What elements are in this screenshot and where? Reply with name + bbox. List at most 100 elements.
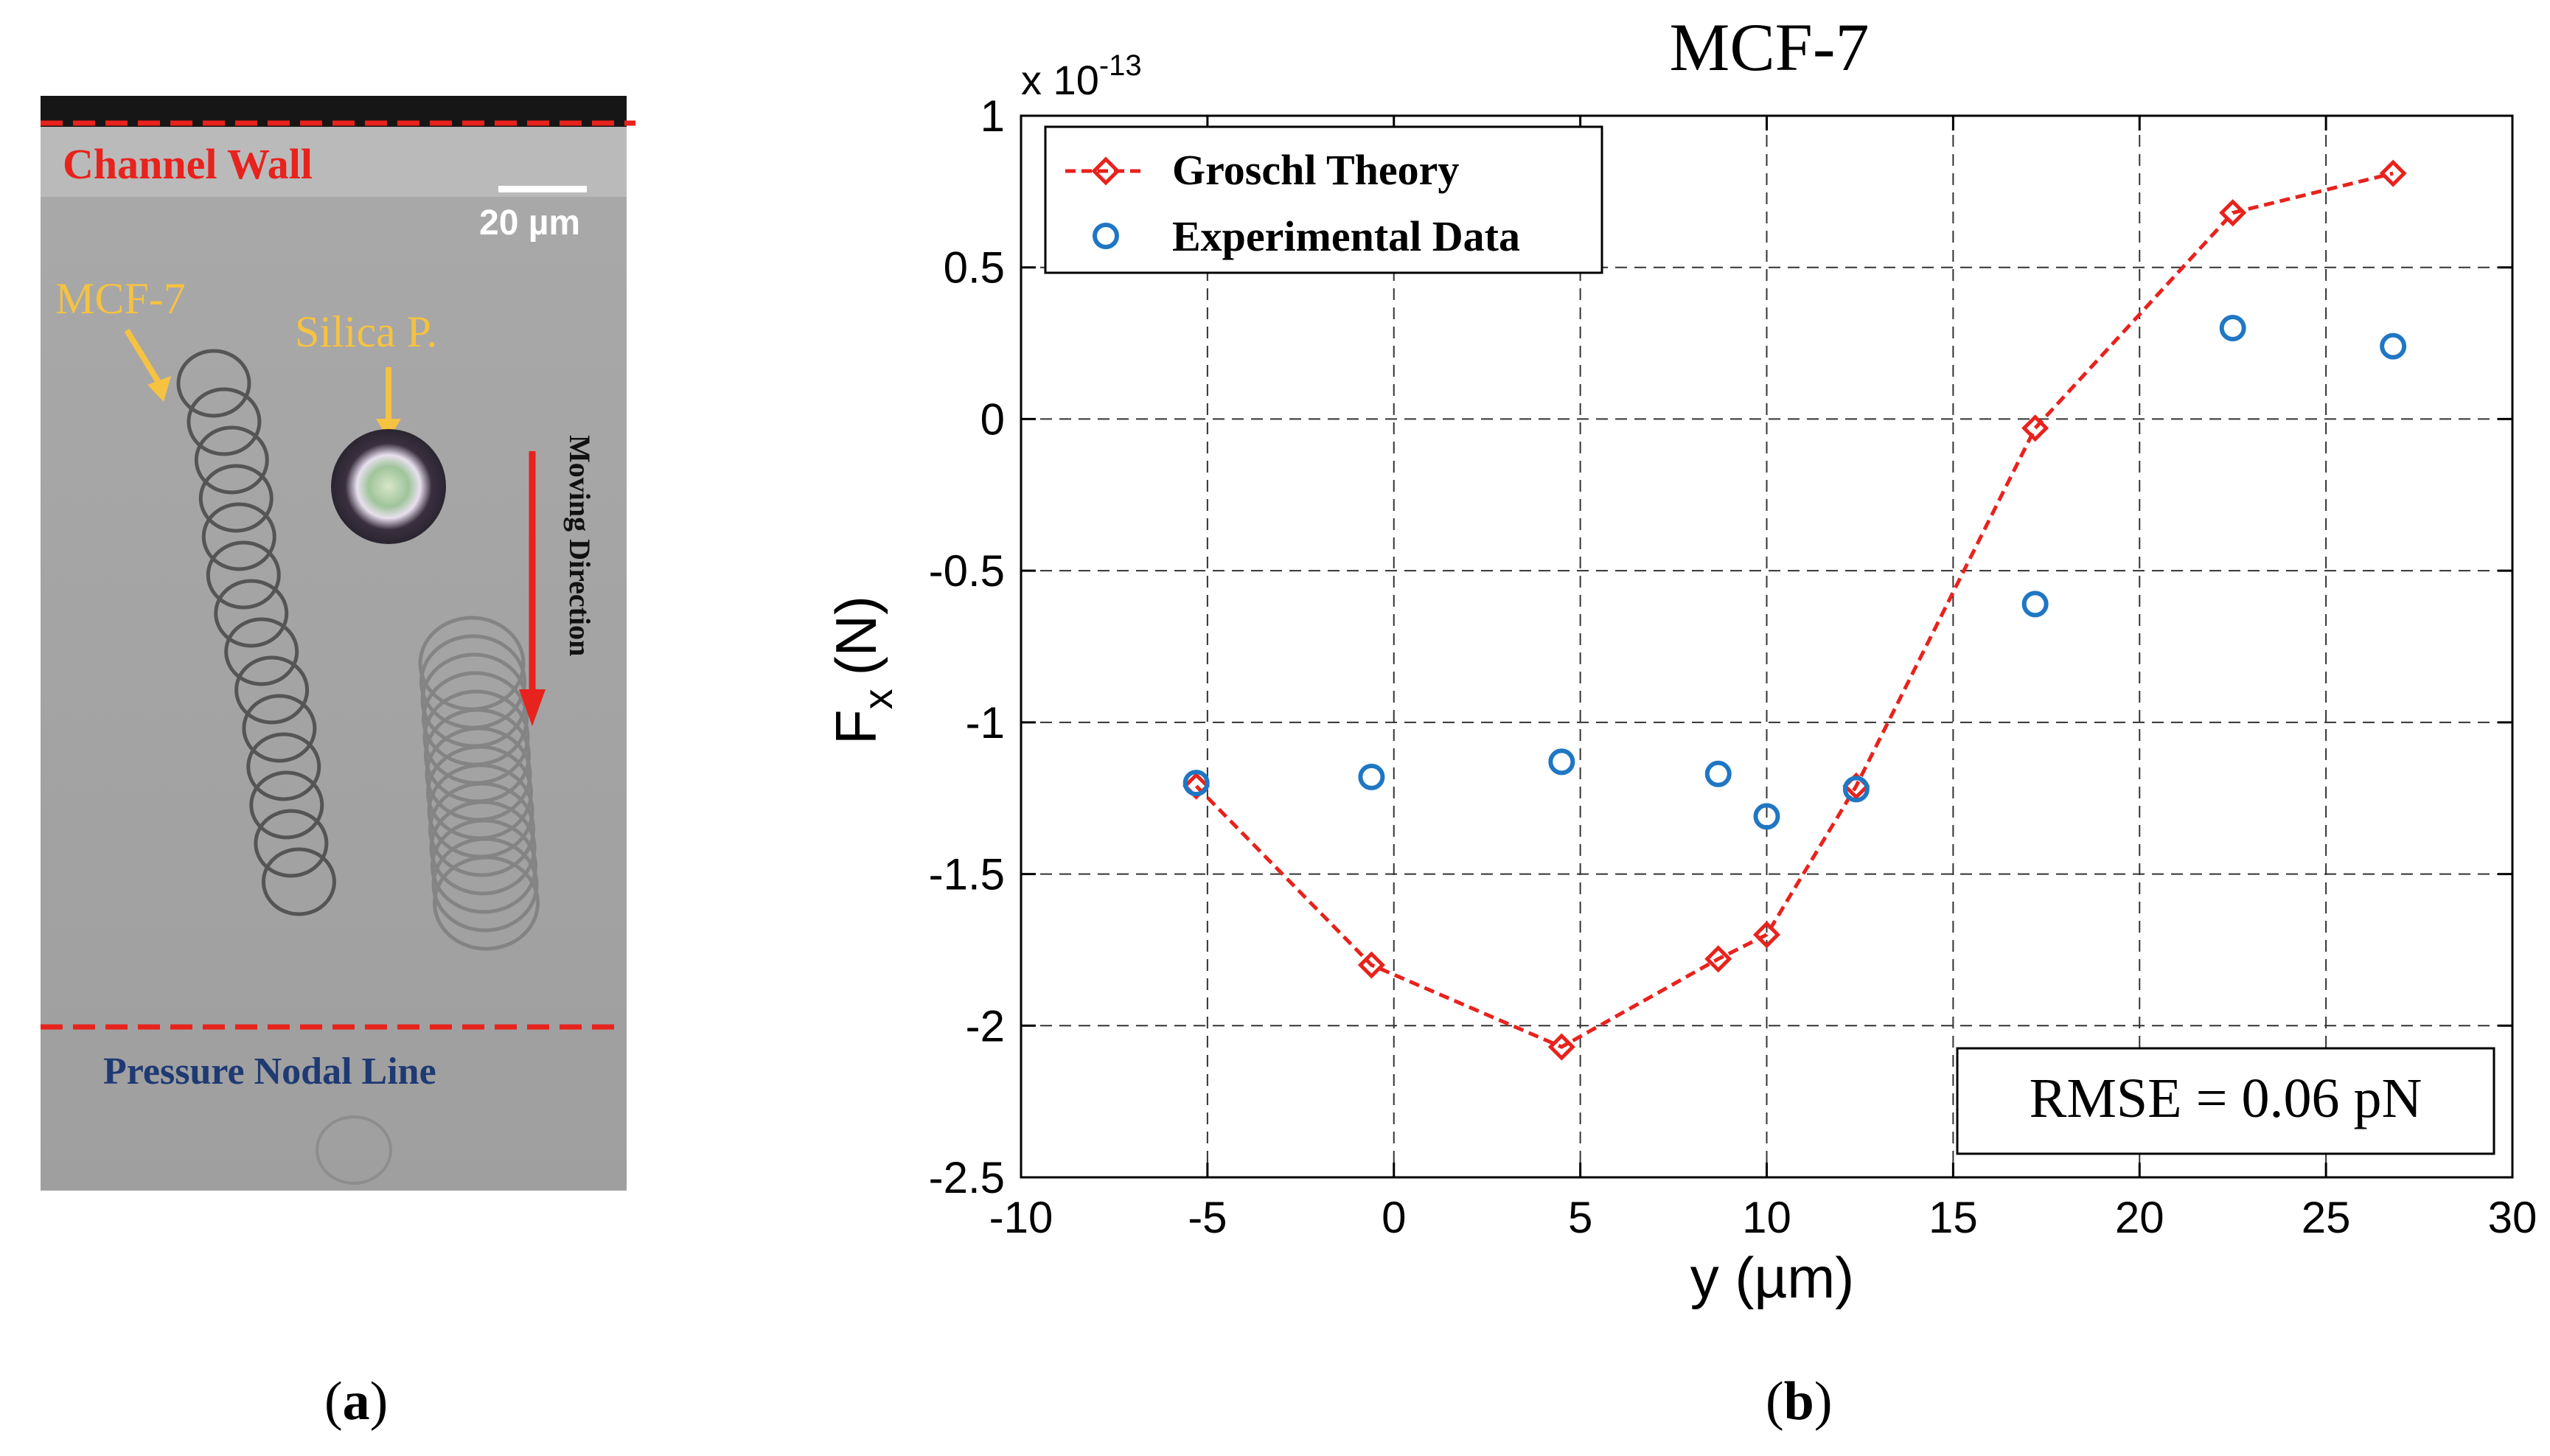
legend-experimental-marker [1093,223,1119,249]
legend: Groschl Theory Experimental Data [1044,125,1603,274]
cell-ring [198,464,274,533]
y-axis-label-unit: (N) [823,596,888,675]
nodal-line-label: Pressure Nodal Line [103,1051,436,1093]
cell-label: MCF-7 [55,274,186,323]
experimental-data-series [1182,315,2407,830]
cell-ring [176,349,251,418]
x-tick-labels: -10 -5 0 5 10 15 20 25 30 [989,1193,2537,1242]
x-tick-label: -5 [1188,1193,1227,1242]
theory-point [1704,945,1732,973]
panel-a-label: (a) [324,1371,388,1432]
particle-ring [431,837,539,933]
theory-point [2379,159,2407,187]
x-tick-label: 25 [2302,1193,2351,1242]
x-tick-label: -10 [989,1193,1053,1242]
y-tick-label: -1.5 [929,850,1005,899]
rmse-annotation: RMSE = 0.06 pN [2030,1067,2422,1129]
x-tick-label: 30 [2488,1193,2537,1242]
chart-title: MCF-7 [1670,10,1870,85]
theory-point [2021,414,2049,442]
panel-b-chart: MCF-7 -10 -5 0 5 10 15 20 25 30 1 0.5 0 -0.5 -1 -1.5 -… [823,10,2537,1310]
theory-point [1752,921,1781,949]
cell-arrow [124,328,167,393]
scale-bar [498,186,587,192]
y-tick-label: 0 [980,394,1005,444]
theory-point [1547,1033,1575,1061]
cell-ring [246,732,321,801]
experimental-point [1842,776,1870,803]
mcf7-cell-trajectory [176,349,336,916]
cell-ring [187,387,262,456]
moving-direction-label: Moving Direction [563,435,596,656]
particle-ring [428,781,535,877]
theory-point [1182,772,1210,800]
experimental-point [1753,803,1780,830]
legend-theory-marker [1091,156,1121,186]
y-axis-label: Fx (N) [823,596,901,745]
rmse-box [1956,1047,2495,1155]
cell-ring [254,809,329,878]
x-tick-label: 15 [1929,1193,1978,1242]
cell-ring [234,655,310,725]
y-tick-label: -2 [966,1001,1005,1051]
panel-b-close: ) [1814,1371,1833,1432]
experimental-point [1704,760,1732,787]
silica-particle [331,429,446,544]
theory-point [1357,951,1385,979]
experimental-point [2021,591,2049,618]
exponent-power: -13 [1099,49,1142,82]
cell-ring [242,694,317,763]
y-tick-label: -2.5 [929,1153,1005,1202]
cell-ring [194,425,269,495]
y-tick-label: -1 [966,698,1005,748]
x-axis-label: y (µm) [1690,1245,1855,1310]
silica-particle-trajectory [418,616,540,951]
scale-bar-label: 20 µm [479,203,580,243]
panel-a-close: ) [370,1371,389,1432]
channel-wall-label: Channel Wall [63,140,313,188]
cell-ring [214,579,289,648]
plot-frame [1020,114,2514,1179]
panel-b-label: (b) [1766,1371,1832,1432]
legend-box [1044,125,1603,274]
y-tick-label: 1 [980,91,1005,141]
panel-a-image: Channel Wall 20 µm MCF-7 Silica P. Movin… [41,96,635,1191]
legend-theory-label: Groschl Theory [1172,146,1459,194]
moving-direction-arrow-head [519,689,546,726]
cell-ring [261,847,336,916]
cell-ring [206,540,281,610]
experimental-point [1548,748,1575,776]
theory-point [2219,199,2247,227]
background-debris [316,1115,392,1185]
particle-ring [431,818,537,914]
channel-wall-bright-band [41,127,627,197]
particle-ring [429,800,537,896]
cell-arrow-head [147,376,171,402]
y-axis-label-main: F [823,709,888,745]
panel-a-letter: a [343,1371,370,1432]
x-tick-label: 0 [1382,1193,1406,1242]
experimental-point [1182,770,1210,797]
y-tick-labels: 1 0.5 0 -0.5 -1 -1.5 -2 -2.5 [929,91,1005,1202]
experimental-point [1358,763,1385,790]
experimental-point [2219,315,2246,341]
panel-b-letter: b [1784,1371,1814,1432]
y-tick-label: -0.5 [929,546,1005,596]
grid [1021,116,2512,1177]
legend-experimental-label: Experimental Data [1172,212,1520,260]
exponent-text: x 10 [1021,57,1099,103]
cell-ring [224,617,299,686]
x-tick-label: 10 [1742,1193,1791,1242]
y-tick-label: 0.5 [944,243,1005,293]
x-tick-label: 5 [1568,1193,1592,1242]
particle-label: Silica P. [295,307,437,356]
particle-ring [433,855,540,951]
theory-line [1194,171,2394,1049]
experimental-point [2380,332,2407,360]
panel-a-open: ( [324,1371,343,1432]
cell-ring [249,770,324,840]
exponent-label: x 10-13 [1021,49,1142,103]
y-axis-label-sub: x [854,689,901,709]
cell-ring [201,502,276,571]
